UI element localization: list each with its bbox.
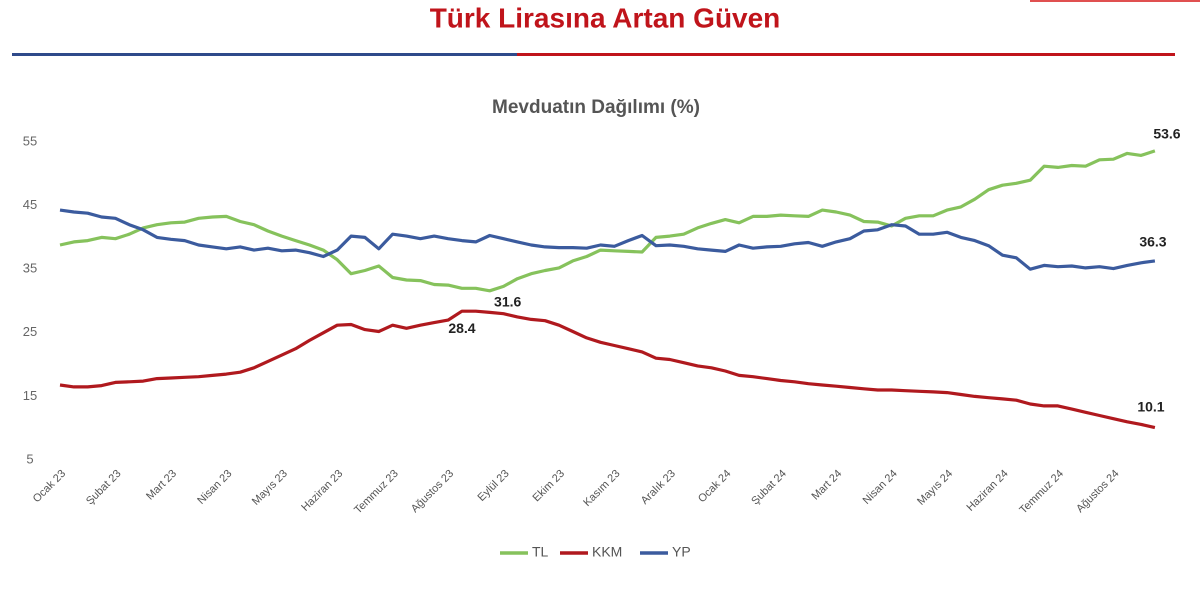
corner-rule	[1030, 0, 1200, 2]
x-tick-label: Haziran 24	[965, 468, 1011, 514]
data-label: 53.6	[1153, 126, 1180, 142]
x-tick-label: Nisan 24	[861, 468, 900, 507]
x-tick-label: Ocak 24	[696, 468, 733, 505]
x-tick-label: Nisan 23	[195, 468, 234, 507]
legend-label: KKM	[592, 544, 622, 560]
x-tick-label: Temmuz 23	[352, 468, 401, 517]
data-label: 28.4	[448, 320, 475, 336]
data-label: 31.6	[494, 294, 521, 310]
series-line	[59, 149, 1156, 293]
data-label: 10.1	[1137, 398, 1164, 414]
y-tick-label: 15	[23, 388, 37, 403]
x-tick-label: Aralık 23	[639, 468, 678, 507]
data-label: 36.3	[1139, 234, 1166, 250]
y-tick-label: 5	[26, 451, 33, 466]
y-tick-label: 55	[23, 133, 37, 148]
x-tick-label: Temmuz 24	[1017, 468, 1066, 517]
x-tick-label: Mayıs 23	[250, 468, 290, 508]
y-tick-label: 25	[23, 324, 37, 339]
legend-label: TL	[532, 544, 549, 560]
series-line	[59, 309, 1156, 430]
x-tick-label: Ağustos 23	[409, 468, 456, 515]
legend-label: YP	[672, 544, 691, 560]
x-tick-label: Şubat 24	[749, 468, 789, 508]
chart-title: Mevduatın Dağılımı (%)	[492, 97, 700, 118]
x-tick-label: Mayıs 24	[915, 468, 955, 508]
x-tick-label: Kasım 23	[581, 468, 622, 509]
y-tick-label: 45	[23, 197, 37, 212]
series-line	[59, 208, 1156, 271]
header-rule-red	[517, 53, 1175, 56]
x-tick-label: Şubat 23	[84, 468, 124, 508]
x-tick-label: Mart 23	[144, 468, 179, 503]
x-tick-label: Ocak 23	[31, 468, 68, 505]
x-tick-label: Ağustos 24	[1074, 468, 1121, 515]
x-tick-label: Mart 24	[809, 468, 844, 503]
x-tick-label: Haziran 23	[299, 468, 345, 514]
x-tick-label: Ekim 23	[531, 468, 568, 505]
x-tick-label: Eylül 23	[476, 468, 512, 504]
page-title: Türk Lirasına Artan Güven	[430, 2, 781, 33]
y-tick-label: 35	[23, 261, 37, 276]
header-rule-blue	[12, 53, 517, 56]
